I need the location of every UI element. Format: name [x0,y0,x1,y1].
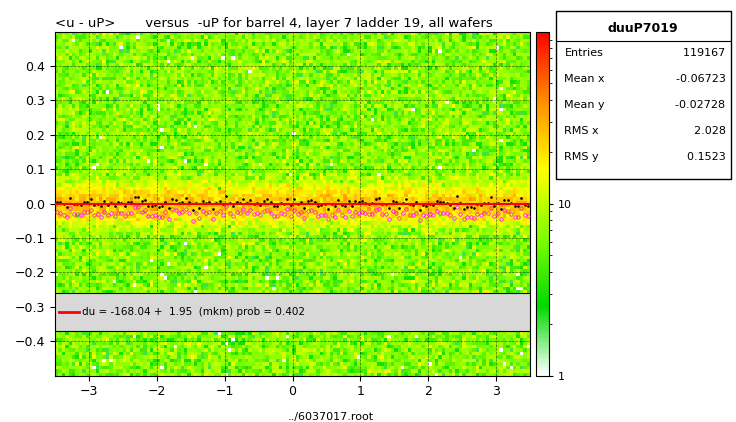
Text: -0.06723: -0.06723 [669,74,726,84]
Text: du = -168.04 +  1.95  (mkm) prob = 0.402: du = -168.04 + 1.95 (mkm) prob = 0.402 [82,307,305,317]
Text: -0.02728: -0.02728 [668,100,726,110]
Text: Entries: Entries [565,48,604,58]
Text: 119167: 119167 [676,48,726,58]
Text: <u - uP>       versus  -uP for barrel 4, layer 7 ladder 19, all wafers: <u - uP> versus -uP for barrel 4, layer … [55,17,493,30]
Text: 0.1523: 0.1523 [680,152,726,162]
Bar [55,293,530,331]
Text: 2.028: 2.028 [687,126,726,136]
Text: RMS x: RMS x [565,126,599,136]
Text: Mean x: Mean x [565,74,605,84]
Text: RMS y: RMS y [565,152,599,162]
Text: Mean y: Mean y [565,100,605,110]
Text: ../6037017.root: ../6037017.root [288,412,375,422]
Text: duuP7019: duuP7019 [608,22,679,35]
